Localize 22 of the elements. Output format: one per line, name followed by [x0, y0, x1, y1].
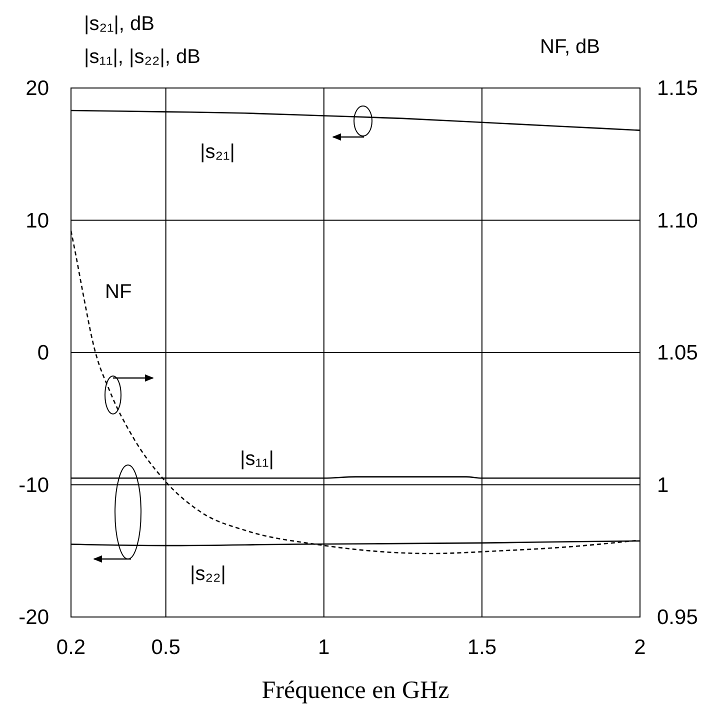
y-tick-label: 10	[26, 209, 49, 232]
y2-axis-title: NF, dB	[540, 36, 600, 58]
y2-tick-label: 1.15	[657, 77, 698, 100]
y2-tick-label: 1	[657, 474, 669, 497]
x-axis-title: Fréquence en GHz	[262, 677, 450, 704]
x-tick-label: 2	[634, 636, 646, 659]
y2-tick-label: 1.10	[657, 209, 698, 232]
y-tick-label: 20	[26, 77, 49, 100]
y-axis-title: |s₂₁|, dB |s₁₁|, |s₂₂|, dB	[84, 13, 200, 68]
x-tick-label: 1.5	[467, 636, 497, 659]
y2-tick-label: 1.05	[657, 342, 698, 364]
y-tick-label: -20	[18, 606, 49, 629]
x-tick-label: 0.5	[151, 636, 180, 659]
series-label: |s₂₂|	[190, 563, 226, 585]
series-label: |s₁₁|	[240, 448, 274, 470]
y2-tick-label: 0.95	[657, 606, 698, 629]
y-tick-label: 0	[37, 342, 49, 364]
series-label: |s₂₁|	[200, 141, 235, 163]
x-tick-label: 0.2	[56, 636, 86, 659]
series-label: NF	[105, 281, 132, 303]
y-tick-label: -10	[18, 474, 49, 497]
x-tick-label: 1	[318, 636, 330, 659]
